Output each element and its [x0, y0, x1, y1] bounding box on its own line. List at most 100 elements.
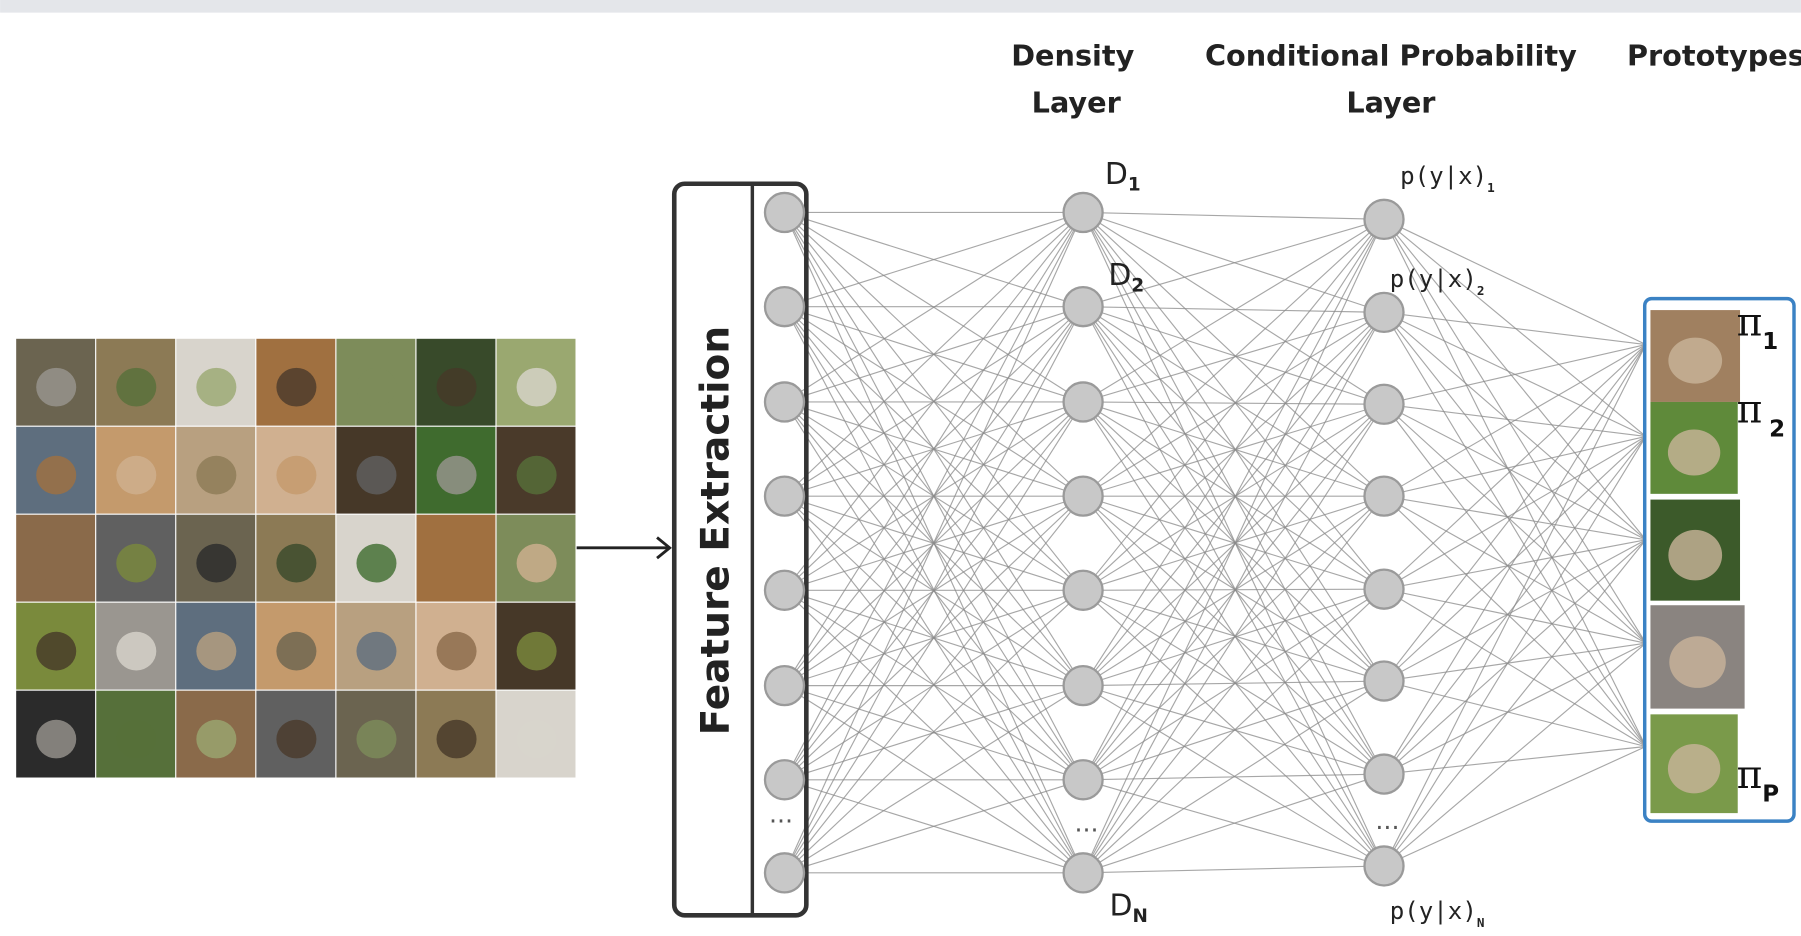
- label-base: D: [1110, 888, 1133, 923]
- node: [1364, 570, 1403, 609]
- node-label: DN: [1110, 888, 1148, 927]
- connection: [1384, 540, 1646, 866]
- label-sub: N: [1477, 915, 1485, 930]
- header: Layer: [1032, 86, 1122, 120]
- label-sub: 1: [1762, 329, 1778, 355]
- label-sub: N: [1133, 906, 1148, 927]
- prototype-label: π1: [1737, 300, 1779, 355]
- connection: [1083, 212, 1384, 404]
- node: [1064, 666, 1103, 705]
- connection: [1384, 345, 1646, 590]
- photo-subject: [356, 720, 396, 759]
- label-base: π: [1737, 300, 1763, 345]
- header: Conditional Probability: [1205, 38, 1577, 72]
- node: [1064, 287, 1103, 326]
- photo-subject: [196, 720, 236, 759]
- photo-subject: [437, 368, 477, 407]
- node: [1064, 853, 1103, 892]
- feature-label: Feature Extraction: [693, 326, 738, 736]
- node: [1364, 293, 1403, 332]
- label-sub: 1: [1128, 175, 1141, 196]
- connection: [1384, 643, 1646, 681]
- label-base: p(y|x): [1390, 265, 1477, 293]
- top-bar: [0, 0, 1801, 13]
- label-sub: 2: [1131, 276, 1144, 297]
- photo-subject: [276, 456, 316, 495]
- label-base: D: [1108, 258, 1131, 293]
- photo-subject: [276, 544, 316, 583]
- connection: [1083, 402, 1384, 866]
- photo-subject: [517, 456, 557, 495]
- header: Prototypes: [1627, 38, 1801, 72]
- connections: [785, 212, 1646, 872]
- node: [765, 287, 804, 326]
- node: [1364, 662, 1403, 701]
- node: [1064, 571, 1103, 610]
- prototype-subject: [1668, 338, 1722, 384]
- node: [1064, 193, 1103, 232]
- photo-subject: [36, 720, 76, 759]
- node: [1064, 760, 1103, 799]
- ellipsis: ...: [1075, 808, 1099, 837]
- photo-subject: [196, 632, 236, 671]
- photo-subject: [517, 544, 557, 583]
- connection: [1384, 345, 1646, 866]
- connection: [1384, 540, 1646, 589]
- photo-subject: [356, 632, 396, 671]
- photo-subject: [356, 544, 396, 583]
- photo-subject: [196, 456, 236, 495]
- photo-subject: [116, 368, 156, 407]
- photo-subject: [437, 720, 477, 759]
- prototype-subject: [1668, 430, 1720, 476]
- label-base: p(y|x): [1390, 897, 1477, 925]
- node-label: p(y|x)1: [1400, 162, 1495, 195]
- connection: [1083, 404, 1384, 590]
- node: [1364, 477, 1403, 516]
- prototype-label: πP: [1737, 753, 1779, 808]
- connection: [1384, 312, 1646, 746]
- photo-subject: [36, 544, 76, 583]
- node: [1064, 477, 1103, 516]
- node: [765, 666, 804, 705]
- node: [1364, 755, 1403, 794]
- header: Layer: [1346, 86, 1436, 120]
- label-sub: 2: [1769, 416, 1785, 442]
- node-label: p(y|x)2: [1390, 265, 1485, 298]
- photo-subject: [437, 632, 477, 671]
- connection: [1384, 404, 1646, 540]
- photo-subject: [116, 544, 156, 583]
- label-sub: 2: [1477, 283, 1485, 298]
- node: [765, 760, 804, 799]
- photo-subject: [196, 544, 236, 583]
- connection: [1384, 436, 1646, 866]
- connection: [1384, 747, 1646, 775]
- connection: [1083, 496, 1384, 866]
- prototype-images: [1650, 310, 1744, 813]
- photo-subject: [437, 544, 477, 583]
- node-label: D1: [1105, 157, 1141, 196]
- page: {"headers": {"density": ["Density", "Lay…: [0, 0, 1801, 936]
- photo-subject: [517, 632, 557, 671]
- label-base: D: [1105, 157, 1128, 192]
- prototype-subject: [1668, 744, 1720, 793]
- node: [1364, 846, 1403, 885]
- prototype-label: π2: [1737, 388, 1786, 443]
- photo-subject: [116, 720, 156, 759]
- node: [1364, 200, 1403, 239]
- connection: [1083, 307, 1384, 681]
- node: [765, 382, 804, 421]
- photo-subject: [517, 720, 557, 759]
- ellipsis: ...: [769, 799, 793, 828]
- connection: [1083, 496, 1384, 681]
- connection: [1083, 307, 1384, 496]
- header: Density: [1011, 38, 1134, 72]
- node: [765, 571, 804, 610]
- connection: [1384, 312, 1646, 643]
- photo-subject: [36, 368, 76, 407]
- photo-subject: [116, 456, 156, 495]
- photo-subject: [356, 456, 396, 495]
- node: [765, 193, 804, 232]
- connection: [1384, 312, 1646, 344]
- prototype-subject: [1668, 530, 1722, 581]
- photo-subject: [116, 632, 156, 671]
